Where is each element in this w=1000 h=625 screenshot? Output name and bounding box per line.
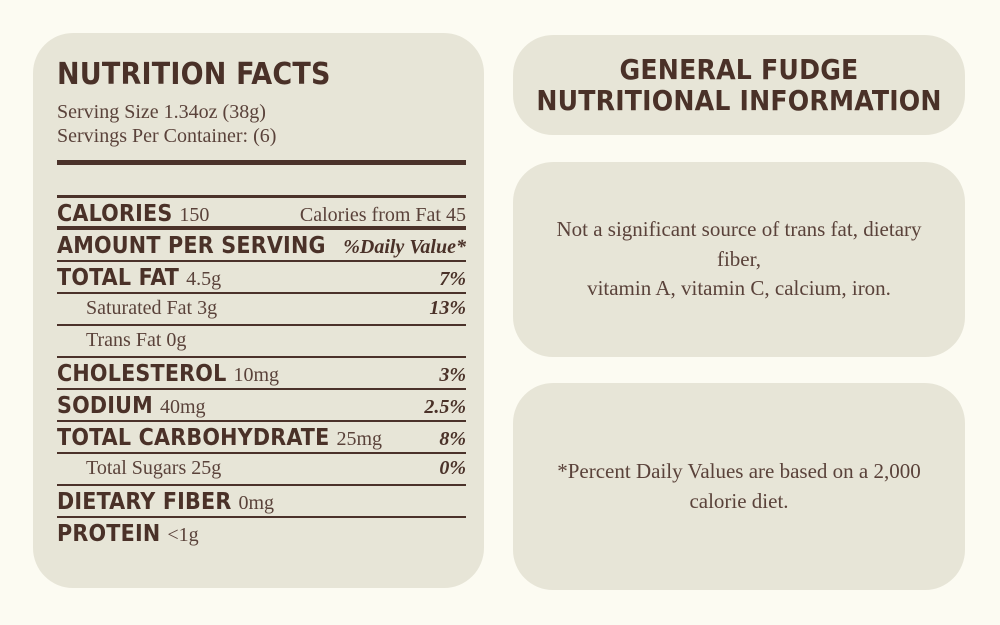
info-title-line2: NUTRITIONAL INFORMATION bbox=[536, 84, 942, 117]
servings-per-container: Servings Per Container: (6) bbox=[57, 125, 277, 147]
nutrition-facts-title: NUTRITION FACTS bbox=[57, 57, 331, 92]
row-daily-value: 3% bbox=[439, 364, 466, 386]
row-amount: 0mg bbox=[238, 492, 275, 514]
row-total-fat: TOTAL FAT 4.5g 7% bbox=[57, 262, 466, 294]
row-daily-value: 7% bbox=[439, 268, 466, 290]
divider-thick bbox=[57, 160, 466, 165]
row-amount: 25mg bbox=[336, 428, 382, 450]
row-label: PROTEIN bbox=[57, 521, 161, 547]
row-trans-fat: Trans Fat 0g bbox=[57, 326, 466, 358]
row-total-sugars: Total Sugars 25g 0% bbox=[57, 454, 466, 486]
row-sodium: SODIUM 40mg 2.5% bbox=[57, 390, 466, 422]
footnote-line1: *Percent Daily Values are based on a 2,0… bbox=[557, 459, 921, 484]
row-label: TOTAL FAT bbox=[57, 265, 180, 291]
row-amount: 10mg bbox=[233, 364, 280, 386]
daily-value-header: %Daily Value* bbox=[343, 236, 466, 258]
footnote-line2: calorie diet. bbox=[689, 488, 789, 513]
calories-from-fat: Calories from Fat 45 bbox=[299, 204, 466, 226]
serving-size: Serving Size 1.34oz (38g) bbox=[57, 101, 266, 123]
row-total-carbohydrate: TOTAL CARBOHYDRATE 25mg 8% bbox=[57, 422, 466, 454]
daily-values-footnote-panel: *Percent Daily Values are based on a 2,0… bbox=[513, 383, 965, 590]
row-label: Saturated Fat 3g bbox=[86, 297, 218, 319]
spacer bbox=[57, 165, 466, 195]
not-significant-source-panel: Not a significant source of trans fat, d… bbox=[513, 162, 965, 357]
row-calories: CALORIES 150 Calories from Fat 45 bbox=[57, 198, 466, 230]
row-label: Trans Fat 0g bbox=[86, 329, 187, 351]
row-label: CHOLESTEROL bbox=[57, 361, 227, 387]
divider-thin bbox=[57, 195, 466, 198]
note-line2: vitamin A, vitamin C, calcium, iron. bbox=[587, 276, 891, 301]
row-amount-per-serving: AMOUNT PER SERVING %Daily Value* bbox=[57, 230, 466, 262]
row-label: CALORIES bbox=[57, 201, 173, 227]
row-daily-value: 8% bbox=[439, 428, 466, 450]
row-cholesterol: CHOLESTEROL 10mg 3% bbox=[57, 358, 466, 390]
nutrition-table: CALORIES 150 Calories from Fat 45 AMOUNT… bbox=[57, 198, 466, 550]
row-daily-value: 0% bbox=[439, 457, 466, 479]
row-label: SODIUM bbox=[57, 393, 153, 419]
general-info-header-panel: GENERAL FUDGE NUTRITIONAL INFORMATION bbox=[513, 35, 965, 135]
row-label: TOTAL CARBOHYDRATE bbox=[57, 425, 330, 451]
row-daily-value: 2.5% bbox=[424, 396, 466, 418]
row-label: Total Sugars 25g bbox=[86, 457, 222, 479]
row-amount: 150 bbox=[179, 204, 210, 226]
row-amount: <1g bbox=[167, 524, 199, 546]
row-label: AMOUNT PER SERVING bbox=[57, 233, 326, 259]
row-protein: PROTEIN <1g bbox=[57, 518, 466, 550]
nutrition-facts-panel: NUTRITION FACTS Serving Size 1.34oz (38g… bbox=[33, 33, 484, 588]
row-amount: 4.5g bbox=[186, 268, 222, 290]
note-line1: Not a significant source of trans fat, d… bbox=[556, 217, 922, 271]
row-saturated-fat: Saturated Fat 3g 13% bbox=[57, 294, 466, 326]
row-label: DIETARY FIBER bbox=[57, 489, 232, 515]
row-amount: 40mg bbox=[159, 396, 206, 418]
row-dietary-fiber: DIETARY FIBER 0mg bbox=[57, 486, 466, 518]
info-title-line1: GENERAL FUDGE bbox=[619, 52, 859, 86]
row-daily-value: 13% bbox=[429, 297, 466, 319]
